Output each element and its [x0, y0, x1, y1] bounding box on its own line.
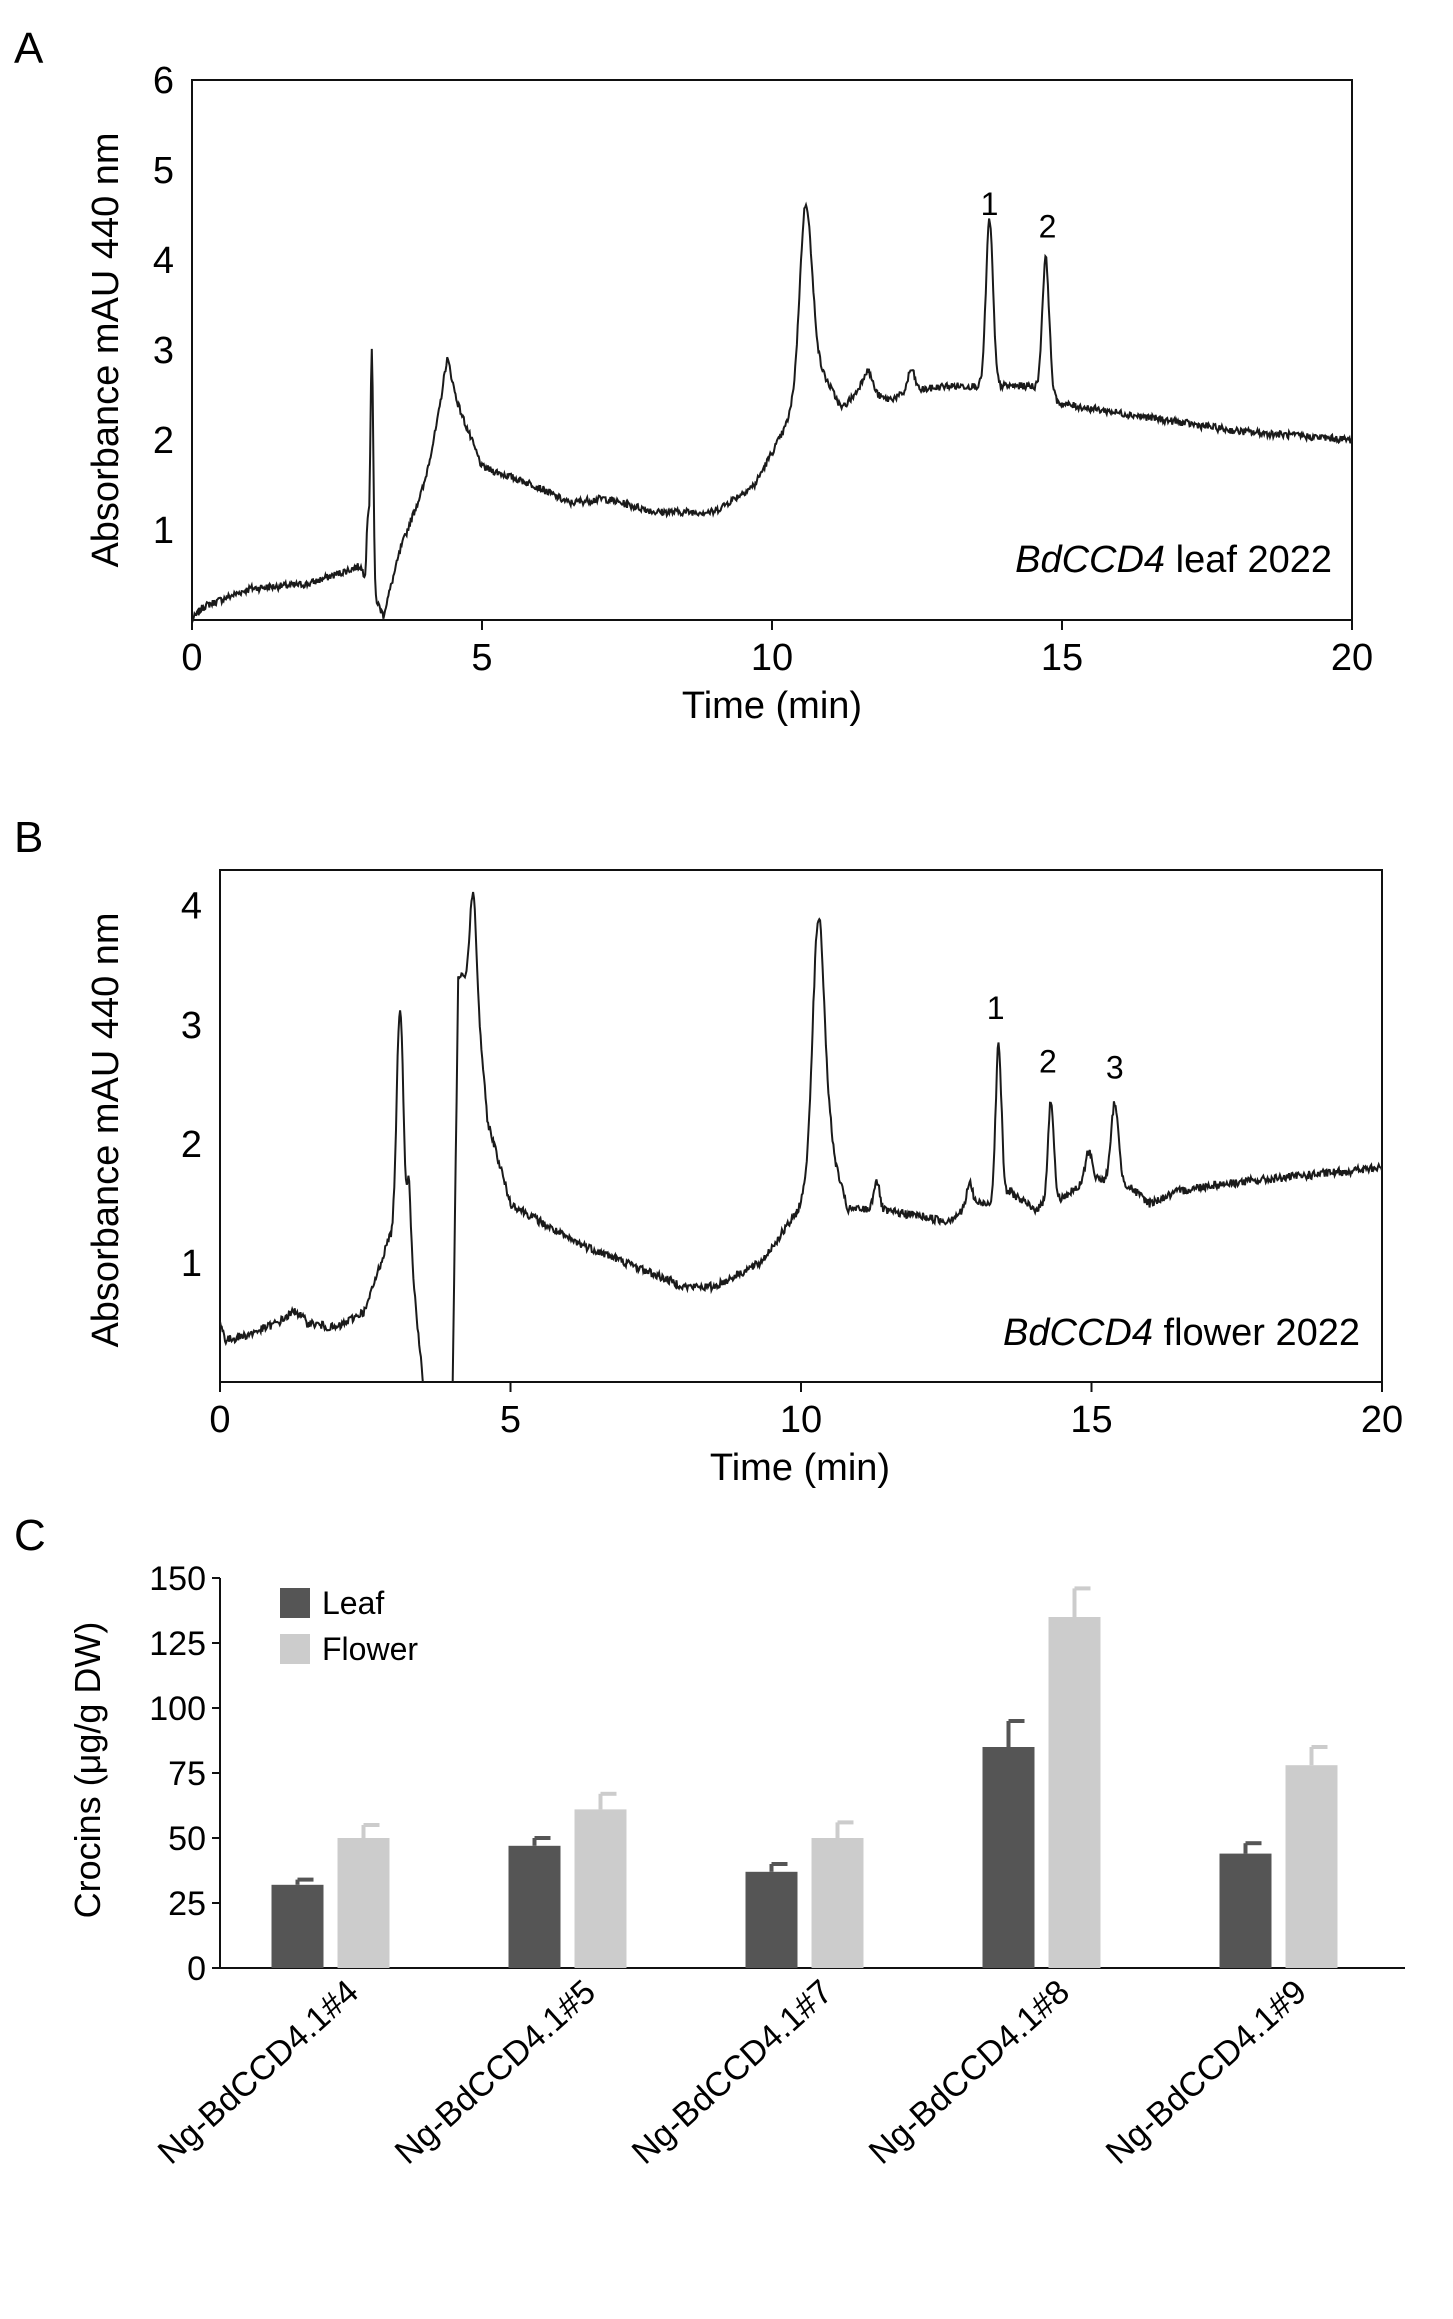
bar-leaf — [982, 1747, 1035, 1968]
category-label: Ng-BdCCD4.1#8 — [862, 1973, 1077, 2172]
bar-leaf — [508, 1845, 561, 1968]
y-tick-label: 75 — [168, 1755, 206, 1793]
y-tick-label: 2 — [181, 1124, 202, 1166]
x-tick-label: 0 — [209, 1399, 230, 1441]
legend-flower-swatch — [280, 1634, 310, 1664]
y-tick-label: 4 — [181, 886, 202, 928]
panel-b-annotation-sample: flower 2022 — [1153, 1312, 1360, 1354]
y-tick-label: 4 — [153, 240, 174, 282]
category-label: Ng-BdCCD4.1#5 — [388, 1973, 603, 2172]
panel-b-y-label: Absorbance mAU 440 nm — [85, 912, 127, 1347]
y-tick-label: 25 — [168, 1885, 206, 1923]
panel-c-categories: Ng-BdCCD4.1#4 Ng-BdCCD4.1#5 Ng-BdCCD4.1#7 N… — [151, 1973, 1314, 2172]
panel-a-x-axis: 0 5 10 15 20 — [181, 620, 1373, 679]
bar-leaf — [1219, 1853, 1272, 1968]
panel-a-annotation: BdCCD4 leaf 2022 — [1015, 539, 1332, 581]
x-tick-label: 20 — [1331, 637, 1373, 679]
panel-b-frame — [219, 869, 1383, 1383]
panel-a-annotation-gene: BdCCD4 — [1015, 539, 1165, 581]
y-tick-label: 5 — [153, 150, 174, 192]
panel-b-peak-labels: 12 3 — [987, 990, 1124, 1086]
x-tick-label: 10 — [751, 637, 793, 679]
panel-b-x-axis: 0 5 10 15 20 — [209, 1382, 1403, 1441]
panel-b-annotation: BdCCD4 flower 2022 — [1003, 1312, 1360, 1354]
x-tick-label: 5 — [471, 637, 492, 679]
peak-label-3: 3 — [1106, 1049, 1124, 1085]
peak-label-1: 1 — [981, 186, 999, 222]
panel-c-y-axis: 0 25 50 75 100 125 150 — [149, 1560, 220, 1988]
bar-leaf — [745, 1871, 798, 1968]
y-tick-label: 125 — [149, 1625, 206, 1663]
y-tick-label: 100 — [149, 1690, 206, 1728]
panel-a-y-label: Absorbance mAU 440 nm — [85, 132, 127, 567]
y-tick-label: 2 — [153, 420, 174, 462]
panel-a-annotation-sample: leaf 2022 — [1165, 539, 1332, 581]
bar-leaf — [271, 1884, 324, 1968]
panel-a-x-label: Time (min) — [682, 685, 862, 727]
panel-label-b: B — [14, 813, 43, 862]
bar-flower — [811, 1838, 864, 1968]
panel-label-a: A — [14, 24, 44, 73]
x-tick-label: 15 — [1041, 637, 1083, 679]
y-tick-label: 1 — [181, 1243, 202, 1285]
legend-leaf-label: Leaf — [322, 1585, 384, 1621]
panel-b-annotation-gene: BdCCD4 — [1003, 1312, 1153, 1354]
y-tick-label: 1 — [153, 510, 174, 552]
y-tick-label: 150 — [149, 1560, 206, 1598]
y-tick-label: 3 — [181, 1005, 202, 1047]
y-tick-label: 3 — [153, 330, 174, 372]
bar-flower — [337, 1838, 390, 1968]
panel-a-trace — [191, 201, 1353, 623]
panel-a-peak-labels: 12 — [981, 186, 1057, 245]
x-tick-label: 20 — [1361, 1399, 1403, 1441]
bar-flower — [1048, 1617, 1101, 1968]
bar-flower — [574, 1809, 627, 1968]
x-tick-label: 5 — [500, 1399, 521, 1441]
bar-flower — [1285, 1765, 1338, 1968]
category-label: Ng-BdCCD4.1#4 — [151, 1973, 366, 2172]
peak-label-1: 1 — [987, 990, 1005, 1026]
peak-label-2: 2 — [1039, 209, 1057, 245]
legend-flower-label: Flower — [322, 1631, 418, 1667]
y-tick-label: 6 — [153, 60, 174, 102]
panel-a-y-axis: 1 2 3 4 5 6 — [153, 60, 174, 552]
x-tick-label: 0 — [181, 637, 202, 679]
panel-c-y-label: Crocins (μg/g DW) — [67, 1622, 108, 1919]
category-label: Ng-BdCCD4.1#7 — [625, 1973, 840, 2172]
panel-b-trace — [220, 891, 1382, 1382]
panel-b-x-label: Time (min) — [710, 1447, 890, 1489]
x-tick-label: 15 — [1070, 1399, 1112, 1441]
y-tick-label: 50 — [168, 1820, 206, 1858]
category-label: Ng-BdCCD4.1#9 — [1099, 1973, 1314, 2172]
legend-leaf-swatch — [280, 1588, 310, 1618]
y-tick-label: 0 — [187, 1950, 206, 1988]
panel-label-c: C — [14, 1511, 46, 1560]
x-tick-label: 10 — [780, 1399, 822, 1441]
panel-c-bars — [271, 1586, 1338, 1968]
panel-b-y-axis: 1 2 3 4 — [181, 886, 202, 1285]
peak-label-2: 2 — [1039, 1043, 1057, 1079]
